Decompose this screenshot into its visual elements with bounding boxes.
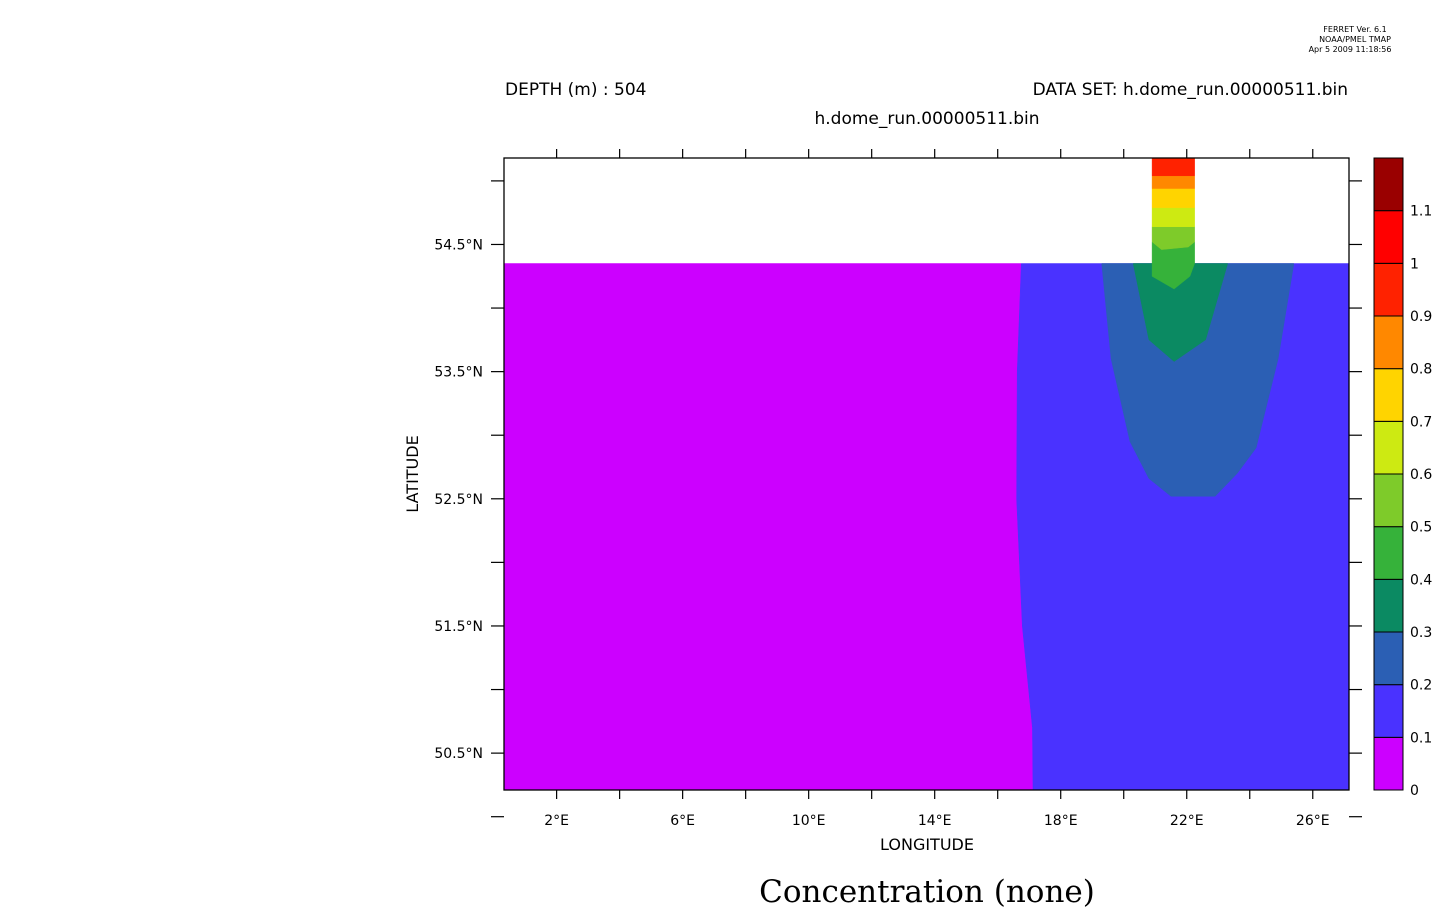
colorbar-swatch <box>1373 315 1404 370</box>
colorbar-swatch <box>1373 157 1404 212</box>
colorbar-swatch <box>1373 262 1404 317</box>
institution-stamp: NOAA/PMEL TMAP <box>1319 35 1391 44</box>
colorbar-swatch <box>1373 420 1404 475</box>
colorbar-swatch <box>1373 526 1404 580</box>
x-tick-label: 18°E <box>1044 813 1078 829</box>
y-tick-label: 52.5°N <box>434 492 483 508</box>
colorbar-label: 0.9 <box>1410 309 1432 325</box>
ferret-version-stamp: FERRET Ver. 6.1 <box>1323 25 1386 34</box>
colorbar-label: 0 <box>1410 783 1419 799</box>
colorbar-label: 1.1 <box>1410 204 1432 220</box>
y-tick-label: 50.5°N <box>434 746 483 762</box>
colorbar-swatch <box>1373 473 1404 528</box>
colorbar-swatch <box>1373 578 1404 633</box>
colorbar-swatch <box>1373 736 1404 791</box>
dataset-subtitle: h.dome_run.00000511.bin <box>814 109 1039 129</box>
colorbar: 0 0.1 0.2 0.3 0.4 0.5 0.6 0.7 0.8 0.9 1 1.1 <box>1373 157 1432 799</box>
teal-region <box>1132 263 1229 362</box>
colorbar-swatch <box>1373 684 1404 738</box>
y-tick-label: 54.5°N <box>434 237 483 253</box>
colorbar-swatch <box>1373 368 1404 422</box>
red-region <box>1151 157 1195 177</box>
colorbar-swatch <box>1373 210 1404 264</box>
chart-title: Concentration (none) <box>759 874 1095 909</box>
x-tick-label: 2°E <box>544 813 569 829</box>
colorbar-label: 0.5 <box>1410 520 1432 536</box>
x-tick-label: 26°E <box>1296 813 1330 829</box>
depth-label: DEPTH (m) : 504 <box>505 80 646 100</box>
orange-region <box>1151 175 1195 189</box>
x-axis-title: LONGITUDE <box>880 835 974 854</box>
axis-ticks <box>491 149 1362 818</box>
colorbar-label: 0.6 <box>1410 467 1432 483</box>
colorbar-label: 0.4 <box>1410 572 1432 588</box>
date-stamp: Apr 5 2009 11:18:56 <box>1309 45 1392 54</box>
x-tick-label: 22°E <box>1170 813 1204 829</box>
x-tick-label: 10°E <box>792 813 826 829</box>
x-tick-label: 6°E <box>670 813 695 829</box>
plot-frame <box>503 157 1350 791</box>
x-tick-label: 14°E <box>918 813 952 829</box>
colorbar-swatch <box>1373 631 1404 686</box>
yellow-green-region <box>1151 207 1195 227</box>
magenta-region <box>503 263 1034 791</box>
colorbar-label: 1 <box>1410 256 1419 272</box>
contour-regions <box>503 157 1350 791</box>
y-axis-title: LATITUDE <box>403 435 422 512</box>
y-tick-label: 53.5°N <box>434 365 483 381</box>
yellow-region <box>1151 188 1195 208</box>
dataset-label: DATA SET: h.dome_run.00000511.bin <box>1033 80 1348 100</box>
y-tick-label: 51.5°N <box>434 619 483 635</box>
colorbar-label: 0.7 <box>1410 414 1432 430</box>
tick-labels: 2°E 6°E 10°E 14°E 18°E 22°E 26°E 54.5°N 53.5°N 52… <box>434 237 1329 829</box>
colorbar-label: 0.3 <box>1410 625 1432 641</box>
colorbar-label: 0.8 <box>1410 362 1432 378</box>
light-green-region <box>1151 226 1195 250</box>
colorbar-label: 0.2 <box>1410 678 1432 694</box>
colorbar-label: 0.1 <box>1410 730 1432 746</box>
